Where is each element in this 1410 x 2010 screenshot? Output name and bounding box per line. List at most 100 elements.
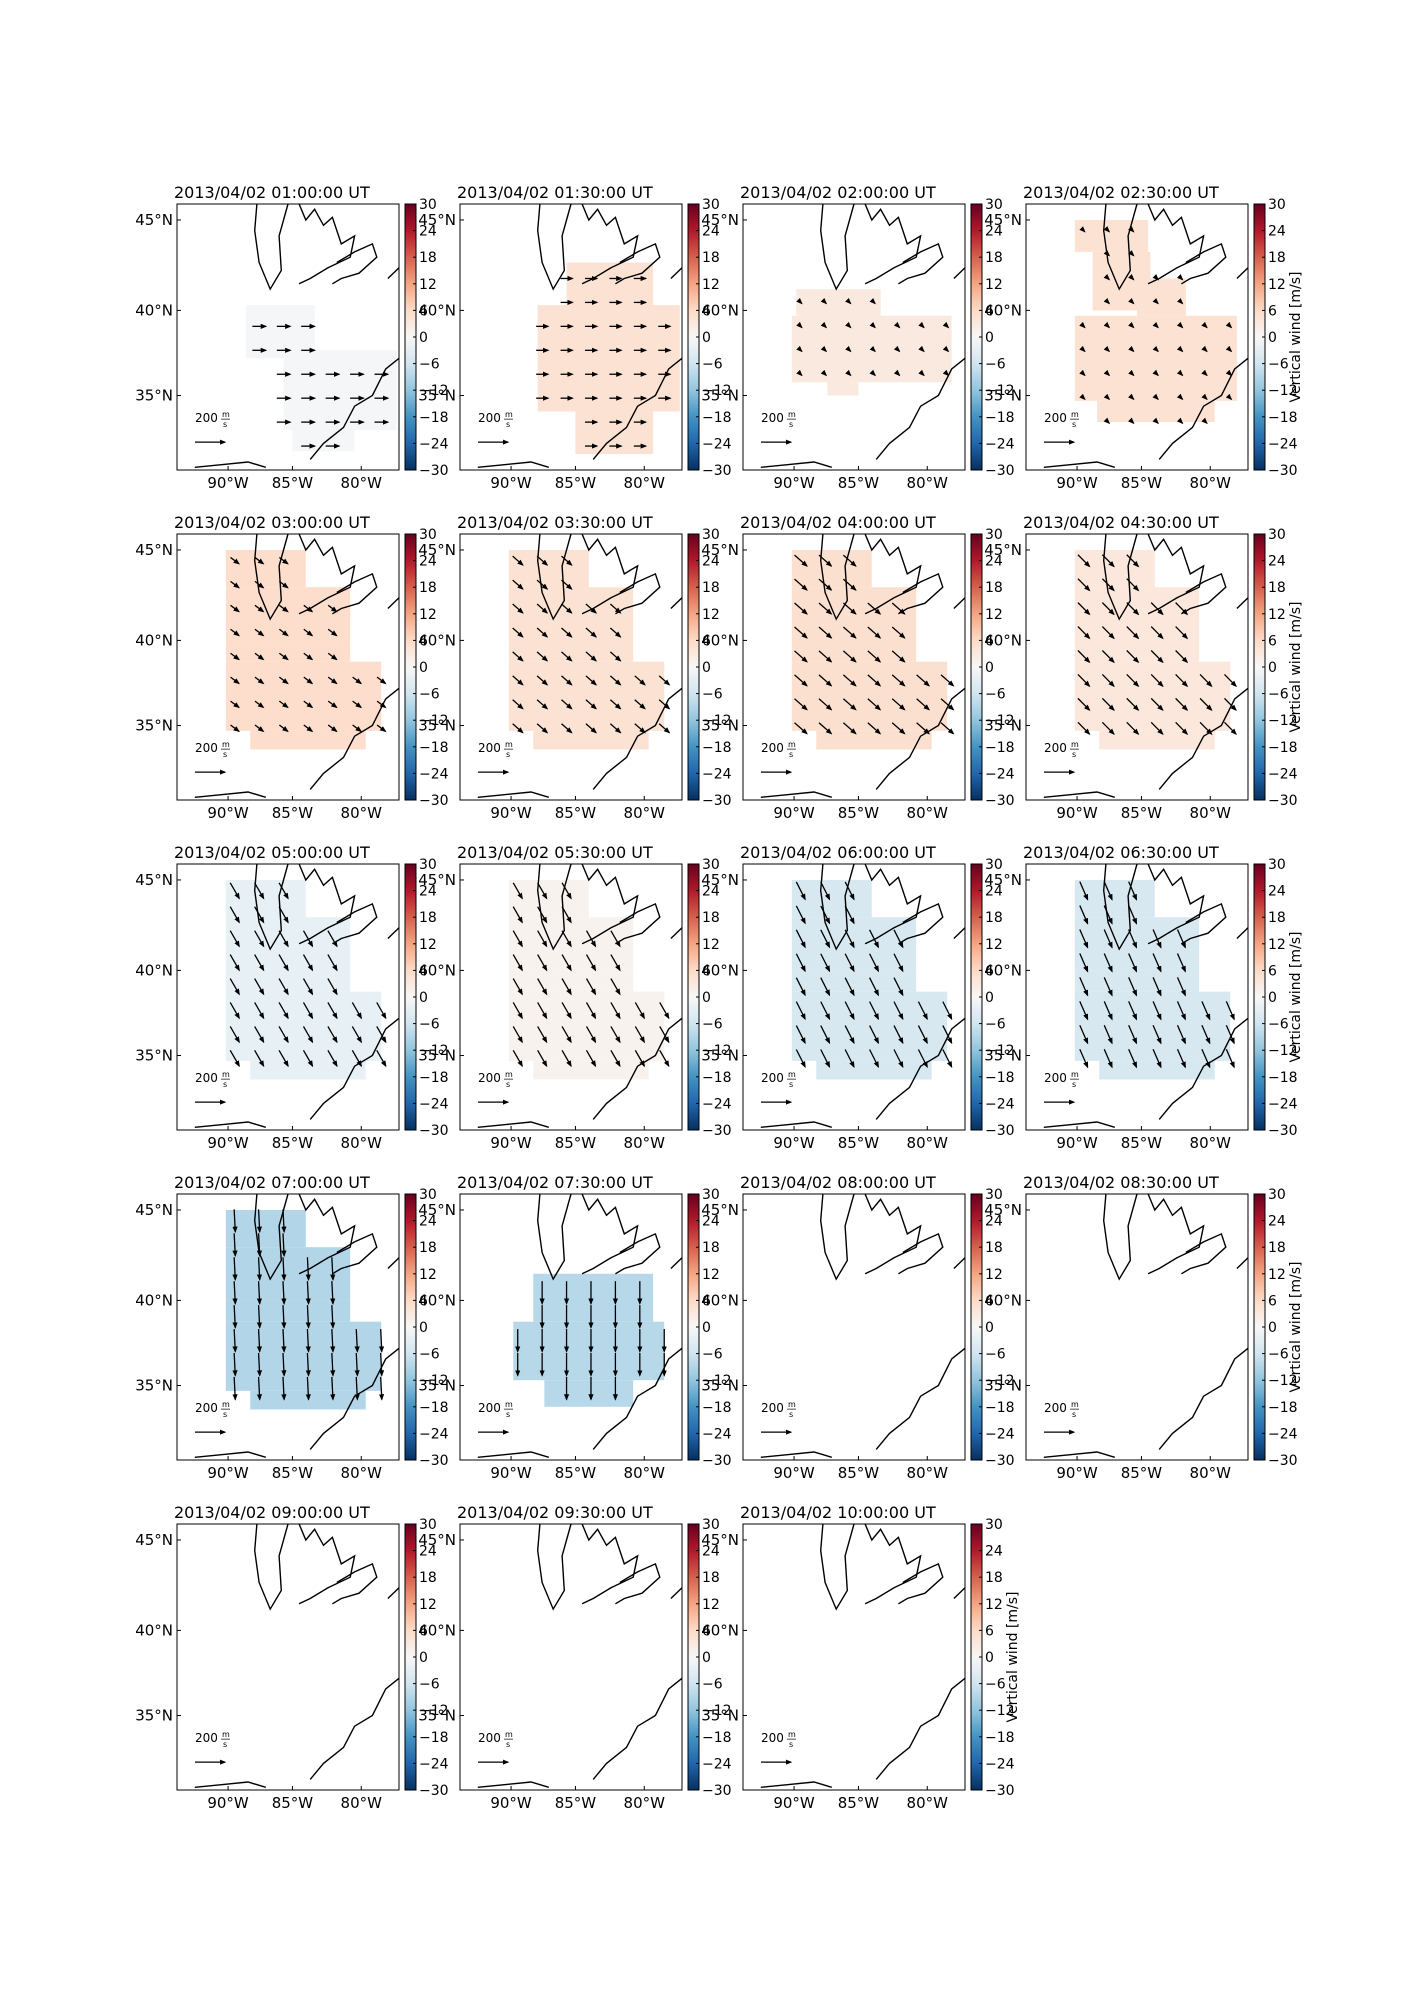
wind-vector (330, 1376, 336, 1401)
wind-vector (254, 676, 265, 685)
lon-tick-label: 85°W (838, 1464, 880, 1482)
colorbar-tick-label: 18 (1268, 1240, 1286, 1256)
panel-title: 2013/04/02 06:30:00 UT (1023, 843, 1219, 862)
colorbar-tick-label: 0 (419, 330, 428, 346)
lon-tick-label: 90°W (490, 1134, 532, 1152)
wind-vector (1201, 345, 1208, 353)
wind-vector (254, 724, 265, 733)
colorbar-tick-label: 6 (419, 1623, 428, 1639)
wind-vector (867, 722, 882, 735)
wind-vector (585, 1002, 597, 1020)
colorbar-tick-label: 24 (702, 1214, 720, 1230)
wind-vector (795, 953, 806, 973)
lat-tick-label: 40°N (701, 301, 739, 319)
colorbar-tick-label: 30 (702, 527, 720, 543)
map-panel-14: 2013/04/02 07:30:00 UT 90°W 85°W 80°W 45°N 40… (418, 1173, 731, 1482)
colorbar-tick-label: 24 (702, 884, 720, 900)
colorbar-tick-label: −6 (1268, 1347, 1289, 1363)
wind-cell (575, 411, 654, 455)
colorbar: 30 24 18 12 6 0 −6 −12 −18 −24 −30 (404, 1187, 449, 1469)
panel-title: 2013/04/02 03:00:00 UT (174, 513, 370, 532)
quiver-key: 200 ms (195, 410, 230, 445)
wind-vector (1103, 321, 1111, 329)
wind-vector (1176, 1025, 1186, 1045)
wind-vector (1126, 554, 1140, 568)
map-panel-8: 2013/04/02 04:30:00 UT 90°W 85°W 80°W 45°N 40… (984, 513, 1304, 822)
wind-vector (1175, 650, 1189, 664)
wind-vector (1175, 673, 1189, 688)
quiver-key-value: 200 (195, 1401, 218, 1415)
wind-vector (1152, 345, 1159, 353)
wind-vector (561, 1026, 572, 1044)
wind-vector (1101, 578, 1115, 592)
lon-tick-label: 90°W (207, 1134, 249, 1152)
quiver-key: 200 ms (478, 740, 513, 775)
wind-vector (1101, 650, 1115, 664)
wind-vector (561, 978, 572, 996)
wind-vector (278, 604, 289, 613)
quiver-key-unit-num: m (1071, 740, 1079, 749)
wind-vector (820, 905, 831, 925)
colorbar-tick-label: 12 (419, 277, 437, 293)
wind-vector (1201, 393, 1208, 401)
wind-vector (354, 1376, 360, 1401)
panel-title: 2013/04/02 01:30:00 UT (457, 183, 653, 202)
wind-vector (327, 628, 338, 637)
coastline (477, 533, 683, 798)
lat-tick-label: 35°N (418, 387, 456, 405)
quiver-key-value: 200 (1044, 411, 1067, 425)
wind-vector (1103, 929, 1113, 949)
colorbar-tick-label: −18 (1268, 410, 1298, 426)
map-panel-2: 2013/04/02 01:30:00 UT 90°W 85°W 80°W 45°N 40… (418, 183, 731, 492)
lat-tick-label: 35°N (418, 1707, 456, 1725)
wind-vectors (512, 555, 671, 734)
quiver-key-value: 200 (478, 1401, 501, 1415)
wind-vector (1079, 1025, 1089, 1045)
colorbar-tick-label: −12 (419, 1373, 449, 1389)
wind-vector (585, 723, 598, 734)
wind-vector (610, 1050, 621, 1068)
map-panel-15: 2013/04/02 08:00:00 UT 90°W 85°W 80°W 45°N 40… (701, 1173, 1014, 1482)
wind-vector (561, 555, 573, 566)
lat-tick-label: 45°N (701, 541, 739, 559)
panel-title: 2013/04/02 03:30:00 UT (457, 513, 653, 532)
lon-tick-label: 90°W (207, 1464, 249, 1482)
wind-vector (256, 1281, 263, 1305)
colorbar-tick-label: 30 (419, 857, 437, 873)
coastline (760, 203, 966, 468)
wind-vector (1103, 881, 1113, 901)
wind-vector (794, 578, 808, 591)
wind-vector (1103, 274, 1111, 281)
wind-vector (327, 978, 338, 996)
wind-vector (658, 675, 671, 686)
quiver-key: 200 ms (478, 1400, 513, 1435)
colorbar-tick-label: 0 (702, 330, 711, 346)
lon-tick-label: 85°W (555, 1794, 597, 1812)
colorbar-tick-label: 6 (985, 963, 994, 979)
wind-vector (1224, 673, 1237, 688)
lat-tick-label: 45°N (701, 1201, 739, 1219)
wind-vector (561, 1050, 572, 1068)
colorbar: 30 24 18 12 6 0 −6 −12 −18 −24 −30 (687, 527, 732, 809)
colorbar-tick-label: −30 (419, 1783, 449, 1799)
wind-vector (303, 604, 314, 613)
colorbar-tick-label: 24 (1268, 884, 1286, 900)
colorbar-tick-label: 6 (1268, 1293, 1277, 1309)
lon-tick-label: 80°W (1190, 804, 1232, 822)
wind-cell (225, 970, 351, 992)
wind-vector (942, 345, 950, 353)
vertical-wind-fill (245, 305, 397, 452)
colorbar-tick-label: −30 (702, 1453, 732, 1469)
quiver-key-unit-den: s (506, 1080, 510, 1089)
wind-vector (254, 700, 265, 709)
wind-cell (225, 549, 306, 588)
wind-vector (1225, 1025, 1235, 1045)
wind-vector (536, 555, 549, 566)
quiver-key-unit-den: s (1072, 750, 1076, 759)
wind-vector (1201, 417, 1208, 425)
wind-vector (820, 345, 828, 353)
wind-vector (818, 698, 833, 711)
quiver-key-unit-num: m (505, 410, 513, 419)
colorbar-tick-label: −12 (702, 1703, 732, 1719)
map-panel-7: 2013/04/02 04:00:00 UT 90°W 85°W 80°W 45°N 40… (701, 513, 1014, 822)
